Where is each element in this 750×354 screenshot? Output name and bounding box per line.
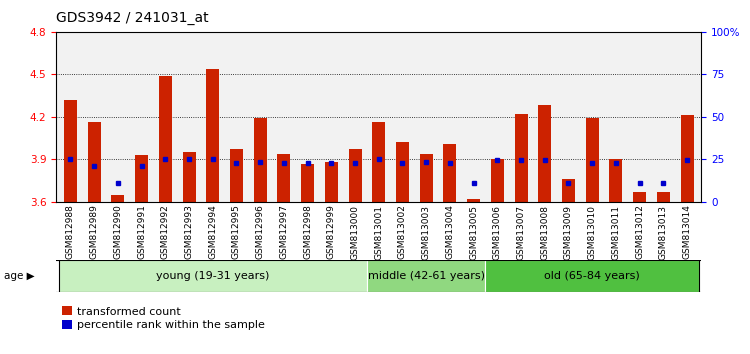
Bar bbox=[396, 142, 409, 202]
Bar bbox=[586, 118, 598, 202]
Bar bbox=[562, 179, 575, 202]
Text: young (19-31 years): young (19-31 years) bbox=[156, 271, 269, 281]
Bar bbox=[485, 260, 699, 292]
Bar bbox=[206, 69, 219, 202]
Bar bbox=[514, 114, 527, 202]
Bar bbox=[64, 100, 77, 202]
Bar bbox=[349, 149, 361, 202]
Bar bbox=[325, 162, 338, 202]
Bar bbox=[301, 164, 314, 202]
Bar bbox=[657, 192, 670, 202]
Bar bbox=[367, 260, 485, 292]
Bar bbox=[159, 76, 172, 202]
Legend: transformed count, percentile rank within the sample: transformed count, percentile rank withi… bbox=[62, 307, 266, 330]
Bar bbox=[443, 144, 457, 202]
Bar bbox=[112, 195, 125, 202]
Bar bbox=[58, 260, 367, 292]
Bar bbox=[88, 122, 100, 202]
Bar bbox=[135, 155, 148, 202]
Text: GDS3942 / 241031_at: GDS3942 / 241031_at bbox=[56, 11, 208, 25]
Bar bbox=[490, 159, 504, 202]
Bar bbox=[420, 154, 433, 202]
Bar bbox=[372, 122, 386, 202]
Bar bbox=[633, 192, 646, 202]
Bar bbox=[278, 154, 290, 202]
Bar bbox=[467, 199, 480, 202]
Bar bbox=[538, 105, 551, 202]
Text: age ▶: age ▶ bbox=[4, 271, 34, 281]
Bar bbox=[182, 152, 196, 202]
Bar bbox=[230, 149, 243, 202]
Bar bbox=[254, 118, 267, 202]
Text: old (65-84 years): old (65-84 years) bbox=[544, 271, 640, 281]
Text: middle (42-61 years): middle (42-61 years) bbox=[368, 271, 484, 281]
Bar bbox=[609, 159, 622, 202]
Bar bbox=[680, 115, 694, 202]
